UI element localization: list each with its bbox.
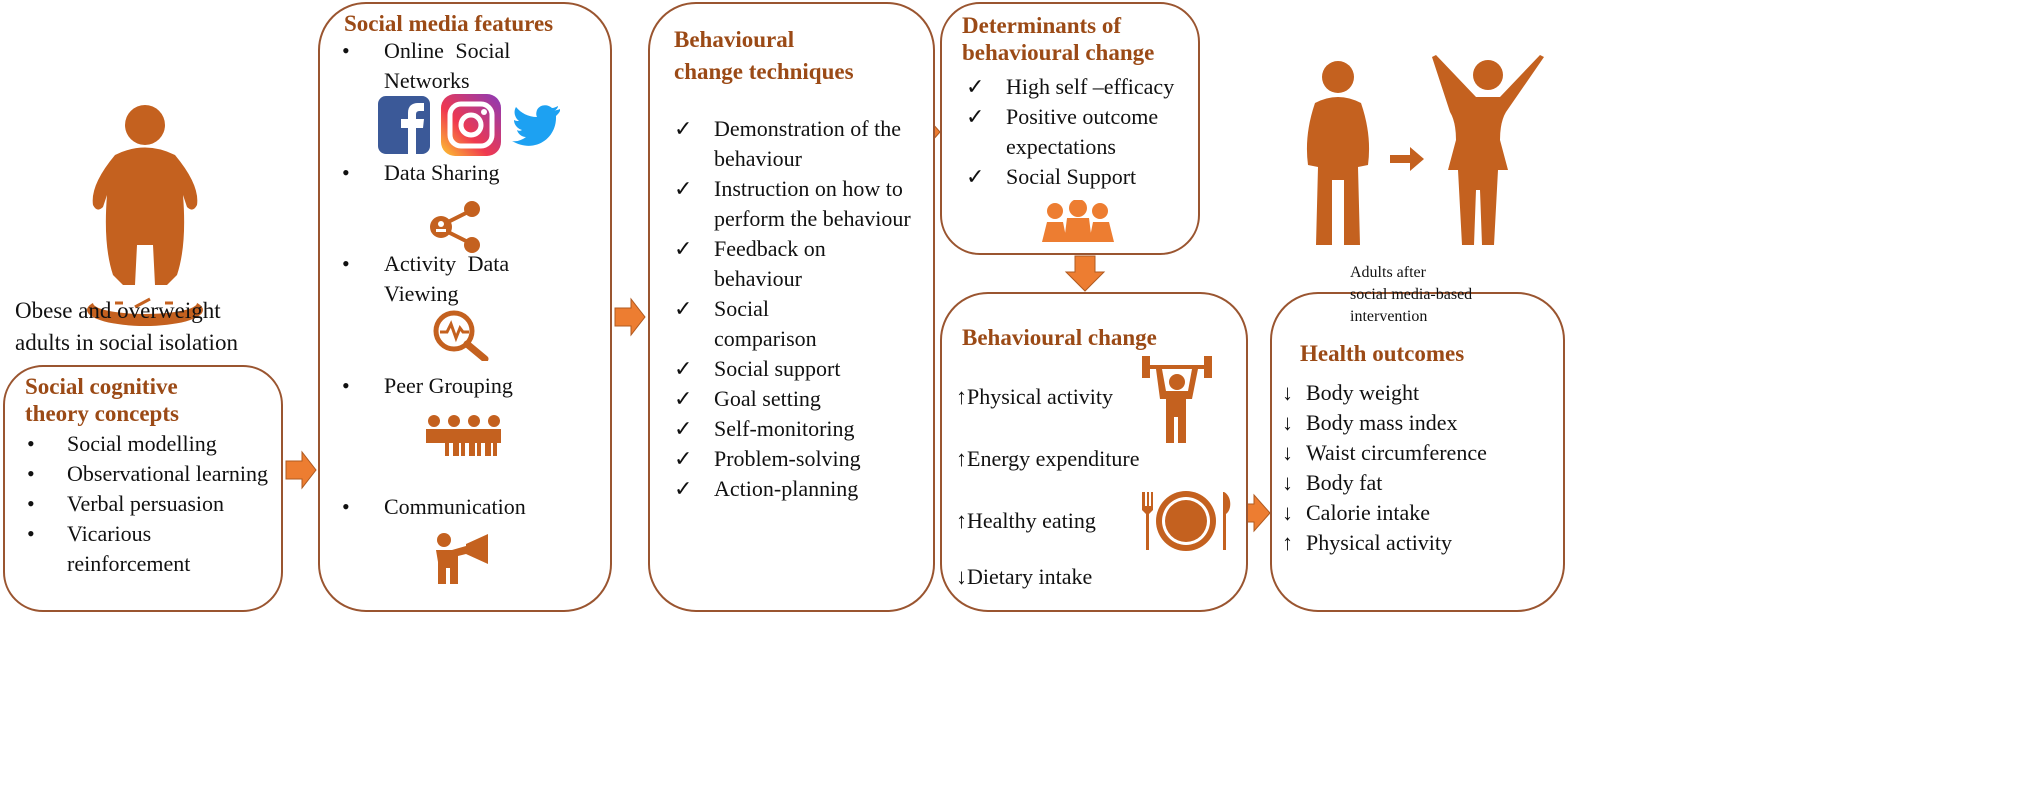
health-outcomes-list: ↓ Body weight ↓ Body mass index ↓ Waist cir… bbox=[1282, 378, 1487, 558]
list-item: ↑Healthy eating bbox=[956, 508, 1096, 533]
social-media-box: Social media features • Online Social Net… bbox=[318, 2, 612, 612]
list-item: ✓ Self-monitoring bbox=[674, 416, 855, 441]
before-after-figures-icon bbox=[1306, 55, 1544, 245]
arrow-up-icon: ↑ bbox=[956, 384, 967, 409]
list-item: • Verbal persuasion bbox=[27, 491, 225, 516]
list-item: ↓Dietary intake bbox=[956, 564, 1093, 589]
list-item: ↓ Body fat bbox=[1282, 468, 1487, 498]
list-item: • Vicarious reinforcement bbox=[27, 521, 191, 576]
sct-box: Social cognitive theory concepts • Social … bbox=[3, 365, 283, 612]
arrow-down-icon: ↓ bbox=[1282, 470, 1293, 495]
caption-line: intervention bbox=[1350, 308, 1428, 325]
bct-list: ✓ Demonstration of the behaviour ✓ Instruc… bbox=[674, 114, 914, 504]
behavioural-change-box: Behavioural change ↑Physical activity ↑E… bbox=[940, 292, 1248, 612]
weightlifter-icon bbox=[1142, 356, 1212, 443]
list-item: ✓ Demonstration of the behaviour bbox=[674, 116, 901, 171]
megaphone-person-icon bbox=[436, 533, 488, 584]
sct-list: • Social modelling • Observational learnin… bbox=[27, 429, 277, 579]
list-item: ↓ Calorie intake bbox=[1282, 498, 1487, 528]
social-media-title: Social media features bbox=[344, 11, 554, 36]
arrow-down-icon: ↓ bbox=[1282, 410, 1293, 435]
list-item: ✓ Problem-solving bbox=[674, 446, 861, 471]
determinants-title: Determinants of behavioural change bbox=[962, 13, 1155, 65]
caption-line: social media-based bbox=[1350, 286, 1473, 303]
arrow-up-icon: ↑ bbox=[1282, 530, 1293, 555]
facebook-icon bbox=[378, 96, 430, 154]
bct-box: Behavioural change techniques ✓ Demonstrat… bbox=[648, 2, 935, 612]
arrow-down-icon: ↓ bbox=[1282, 500, 1293, 525]
list-item: ↓ Waist circumference bbox=[1282, 438, 1487, 468]
after-caption: Adults after social media-based interven… bbox=[1350, 262, 1472, 328]
list-item: ✓ Feedback on behaviour bbox=[674, 236, 826, 291]
arrow-down-icon: ↓ bbox=[1282, 380, 1293, 405]
list-item: ✓ Goal setting bbox=[674, 386, 821, 411]
health-outcomes-title: Health outcomes bbox=[1300, 341, 1465, 366]
list-item: ✓ Instruction on how to perform the behav… bbox=[674, 176, 911, 231]
arrow-down-icon bbox=[1064, 255, 1106, 292]
behavioural-change-title: Behavioural change bbox=[962, 325, 1157, 350]
list-item: ✓ High self –efficacy bbox=[966, 74, 1175, 99]
caption-line: adults in social isolation bbox=[15, 330, 238, 355]
bct-title: Behavioural change techniques bbox=[674, 27, 854, 84]
arrow-up-icon: ↑ bbox=[956, 508, 967, 533]
arrow-right-icon bbox=[614, 297, 646, 337]
list-item: ↓ Body weight bbox=[1282, 378, 1487, 408]
plate-cutlery-icon bbox=[1142, 491, 1231, 551]
list-item: ✓ Social comparison bbox=[674, 296, 817, 351]
arrow-right-icon bbox=[285, 450, 317, 490]
determinants-list: ✓ High self –efficacy ✓ Positive outcome e… bbox=[966, 72, 1196, 192]
list-item: • Social modelling bbox=[27, 431, 217, 456]
caption-line: Obese and overweight bbox=[15, 298, 221, 323]
caption-line: Adults after bbox=[1350, 264, 1426, 281]
list-item: ✓ Action-planning bbox=[674, 476, 859, 501]
list-item: ✓ Social support bbox=[674, 356, 841, 381]
left-caption: Obese and overweight adults in social is… bbox=[15, 295, 238, 359]
determinants-box: Determinants of behavioural change ✓ High … bbox=[940, 2, 1200, 255]
instagram-icon bbox=[441, 94, 501, 156]
arrow-up-icon: ↑ bbox=[956, 446, 967, 471]
twitter-icon bbox=[512, 105, 560, 146]
list-item: ✓ Social Support bbox=[966, 164, 1137, 189]
health-outcomes-box: Health outcomes ↓ Body weight ↓ Body mass … bbox=[1270, 292, 1565, 612]
obese-person-on-scale-icon bbox=[87, 105, 203, 326]
list-item: ✓ Positive outcome expectations bbox=[966, 104, 1159, 159]
share-icon bbox=[430, 201, 480, 253]
list-item: ↑Physical activity bbox=[1282, 528, 1487, 558]
list-item: ↑Energy expenditure bbox=[956, 446, 1140, 471]
activity-search-icon bbox=[433, 310, 489, 361]
group-icon bbox=[426, 415, 501, 456]
sct-title: Social cognitive theory concepts bbox=[25, 374, 179, 426]
list-item: ↓ Body mass index bbox=[1282, 408, 1487, 438]
arrow-down-icon: ↓ bbox=[956, 564, 967, 589]
list-item: ↑Physical activity bbox=[956, 384, 1114, 409]
arrow-down-icon: ↓ bbox=[1282, 440, 1293, 465]
social-support-group-icon bbox=[1042, 200, 1114, 242]
list-item: • Observational learning bbox=[27, 461, 268, 486]
